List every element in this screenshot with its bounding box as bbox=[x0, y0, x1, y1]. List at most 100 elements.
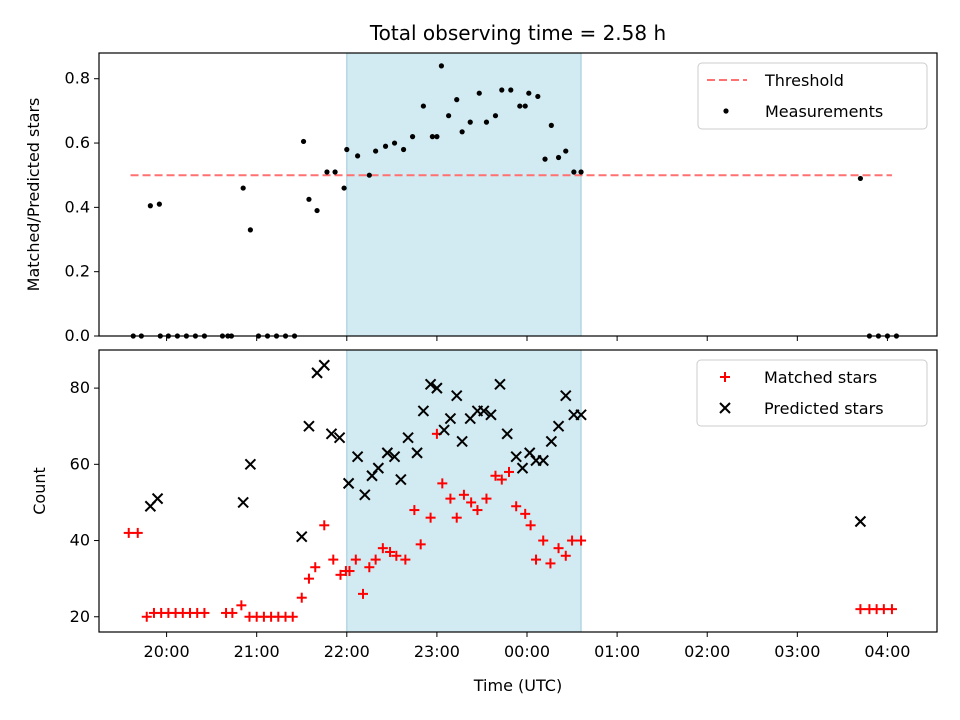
y-tick-label: 0.8 bbox=[65, 69, 90, 88]
data-point bbox=[525, 520, 536, 531]
legend-swatch bbox=[719, 402, 731, 414]
data-point bbox=[359, 489, 371, 501]
data-point bbox=[560, 390, 572, 402]
legend-box bbox=[697, 62, 928, 130]
legend-swatch bbox=[723, 108, 729, 114]
data-point bbox=[151, 492, 164, 505]
data-point bbox=[555, 154, 562, 161]
data-point bbox=[147, 203, 153, 209]
data-point bbox=[314, 207, 320, 214]
data-point bbox=[409, 505, 420, 516]
y-tick-label: 0.0 bbox=[65, 326, 90, 345]
data-point bbox=[478, 405, 490, 417]
data-point bbox=[296, 592, 307, 603]
data-point bbox=[517, 103, 523, 109]
x-tick-label: 03:00 bbox=[774, 642, 820, 661]
x-tick-label: 21:00 bbox=[234, 642, 280, 661]
data-point bbox=[516, 462, 529, 474]
data-point bbox=[333, 431, 346, 444]
data-point bbox=[854, 515, 867, 528]
data-point bbox=[420, 103, 426, 109]
legend-label: Predicted stars bbox=[764, 399, 884, 418]
data-point bbox=[411, 447, 423, 459]
legend-label: Threshold bbox=[764, 71, 844, 90]
data-point bbox=[424, 378, 437, 391]
data-point bbox=[472, 505, 483, 516]
data-point bbox=[332, 169, 338, 175]
data-point bbox=[481, 493, 492, 504]
data-point bbox=[351, 450, 364, 463]
data-point bbox=[391, 550, 402, 561]
data-point bbox=[364, 562, 375, 573]
data-point bbox=[485, 409, 497, 421]
data-point bbox=[857, 175, 864, 182]
data-point bbox=[335, 569, 346, 580]
y-axis-label: Count bbox=[30, 467, 49, 515]
data-point bbox=[855, 604, 866, 615]
data-point bbox=[388, 450, 401, 463]
data-point bbox=[391, 140, 398, 146]
data-point bbox=[445, 493, 456, 504]
data-point bbox=[400, 554, 411, 565]
x-tick-label: 02:00 bbox=[684, 642, 730, 661]
data-point bbox=[553, 543, 564, 554]
x-tick-label: 23:00 bbox=[414, 642, 460, 661]
data-point bbox=[373, 148, 379, 154]
data-point bbox=[886, 604, 897, 615]
data-point bbox=[535, 93, 541, 100]
legend: Threshold Measurements bbox=[697, 62, 928, 130]
data-point bbox=[409, 134, 416, 140]
data-point bbox=[199, 607, 210, 618]
data-point bbox=[370, 554, 381, 565]
data-point bbox=[328, 554, 339, 565]
data-point bbox=[306, 196, 312, 202]
series-matched-stars bbox=[123, 428, 897, 622]
data-point bbox=[425, 512, 436, 523]
y-tick-label: 60 bbox=[70, 454, 90, 473]
plot-frame bbox=[98, 52, 938, 337]
data-point bbox=[400, 146, 407, 153]
data-point bbox=[372, 462, 385, 474]
data-point bbox=[237, 496, 249, 509]
data-point bbox=[456, 435, 468, 448]
data-point bbox=[318, 359, 330, 371]
data-point bbox=[300, 138, 307, 145]
data-point bbox=[382, 143, 389, 149]
x-tick-label: 22:00 bbox=[324, 642, 370, 661]
data-point bbox=[454, 97, 460, 103]
observing-span bbox=[346, 52, 582, 337]
data-point bbox=[451, 512, 462, 523]
data-point bbox=[563, 148, 569, 154]
data-point bbox=[415, 539, 426, 550]
data-point bbox=[350, 554, 361, 565]
data-point bbox=[575, 409, 587, 421]
y-tick-label: 0.2 bbox=[65, 262, 90, 281]
data-point bbox=[402, 431, 414, 444]
x-tick-label: 00:00 bbox=[504, 642, 550, 661]
data-point bbox=[531, 554, 542, 565]
data-point bbox=[526, 90, 532, 96]
data-point bbox=[310, 562, 321, 573]
data-point bbox=[499, 87, 505, 93]
data-point bbox=[459, 129, 465, 135]
data-point bbox=[545, 558, 556, 569]
data-point bbox=[132, 527, 143, 538]
data-point bbox=[511, 501, 522, 512]
data-point bbox=[156, 201, 162, 207]
data-point bbox=[341, 185, 347, 191]
data-point bbox=[571, 169, 577, 175]
data-point bbox=[576, 535, 587, 546]
data-point bbox=[467, 119, 473, 125]
data-point bbox=[395, 473, 407, 486]
data-point bbox=[355, 153, 361, 159]
data-point bbox=[319, 520, 330, 531]
data-point bbox=[437, 478, 448, 489]
data-point bbox=[417, 405, 430, 417]
y-tick-label: 0.4 bbox=[65, 197, 90, 216]
data-point bbox=[366, 172, 372, 178]
data-point bbox=[542, 156, 548, 162]
data-point bbox=[494, 378, 506, 391]
data-point bbox=[503, 466, 514, 477]
data-point bbox=[296, 531, 308, 543]
